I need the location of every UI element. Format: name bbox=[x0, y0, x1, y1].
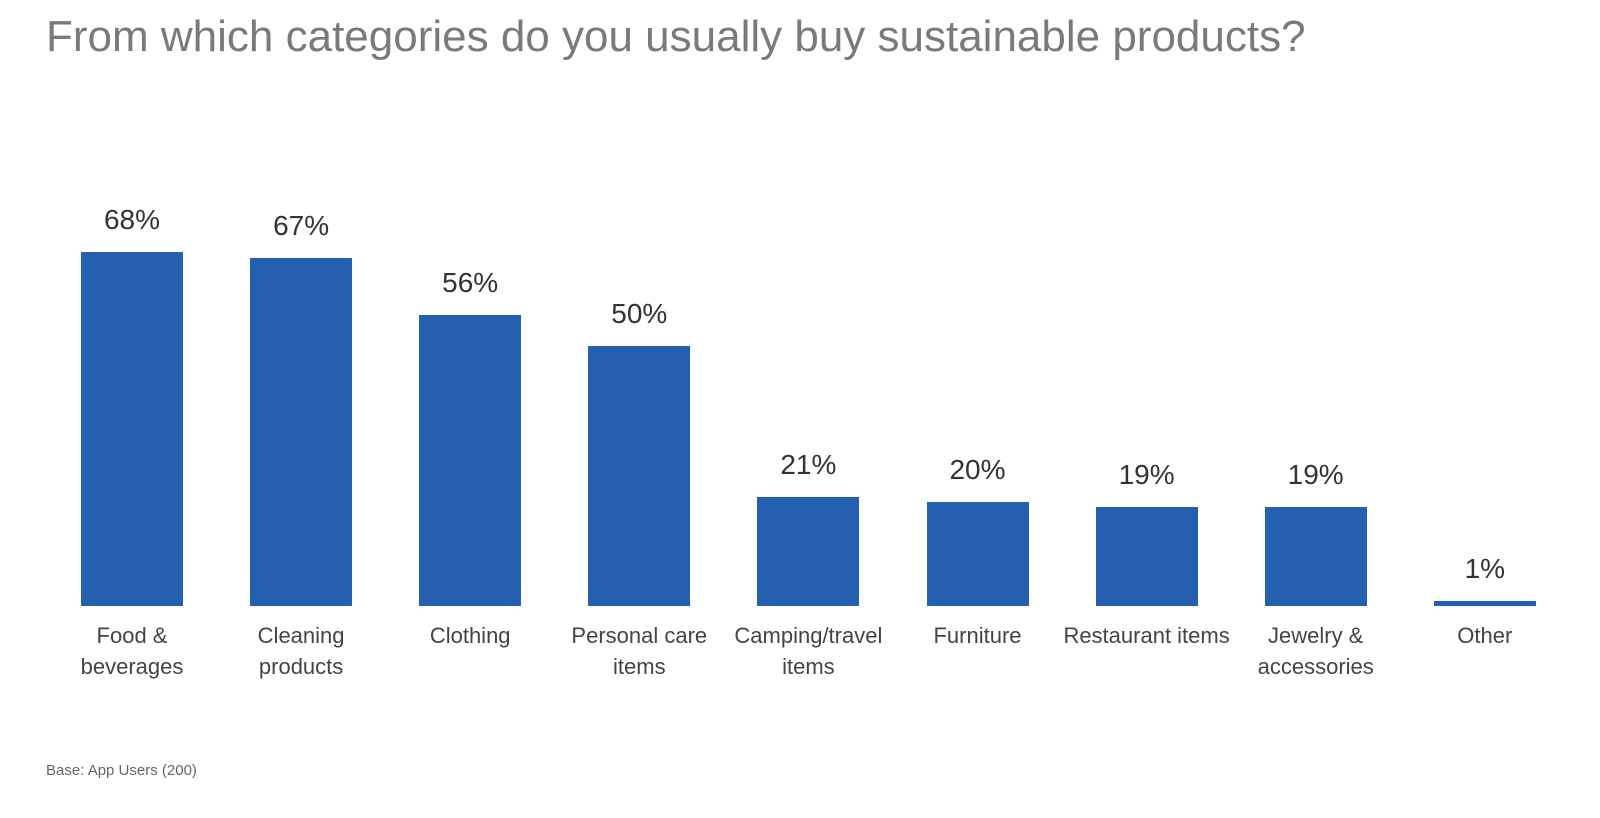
x-tick-label: Clothing bbox=[429, 623, 511, 648]
x-tick-label: Restaurant items bbox=[1063, 623, 1230, 648]
x-tick-label: Camping/travel items bbox=[734, 623, 883, 679]
value-label: 21% bbox=[780, 448, 837, 480]
bar bbox=[757, 496, 860, 606]
value-label: 20% bbox=[949, 454, 1006, 485]
bar bbox=[419, 314, 522, 606]
value-label: 50% bbox=[611, 298, 668, 329]
chart-title: From which categories do you usually buy… bbox=[46, 12, 1306, 61]
bar bbox=[81, 252, 183, 606]
value-label: 19% bbox=[1287, 459, 1344, 491]
value-label: 19% bbox=[1118, 459, 1175, 491]
x-tick-label: Cleaning products bbox=[257, 623, 345, 679]
bar bbox=[926, 502, 1029, 606]
x-tick-label: Food & beverages bbox=[80, 623, 184, 679]
x-tick-label: Personal care items bbox=[571, 623, 708, 679]
bar bbox=[588, 346, 691, 606]
value-label: 1% bbox=[1464, 552, 1506, 584]
x-tick-label: Furniture bbox=[933, 623, 1022, 648]
bar bbox=[1433, 600, 1536, 606]
bar bbox=[1095, 507, 1198, 606]
value-label: 56% bbox=[442, 266, 499, 298]
bar bbox=[250, 257, 353, 606]
source-note: Base: App Users (200) bbox=[46, 762, 197, 779]
value-label: 68% bbox=[103, 204, 161, 236]
bar bbox=[1264, 507, 1367, 606]
value-label: 67% bbox=[273, 209, 330, 241]
x-tick-label: Other bbox=[1457, 623, 1513, 648]
x-tick-label: Jewelry & accessories bbox=[1257, 623, 1374, 679]
